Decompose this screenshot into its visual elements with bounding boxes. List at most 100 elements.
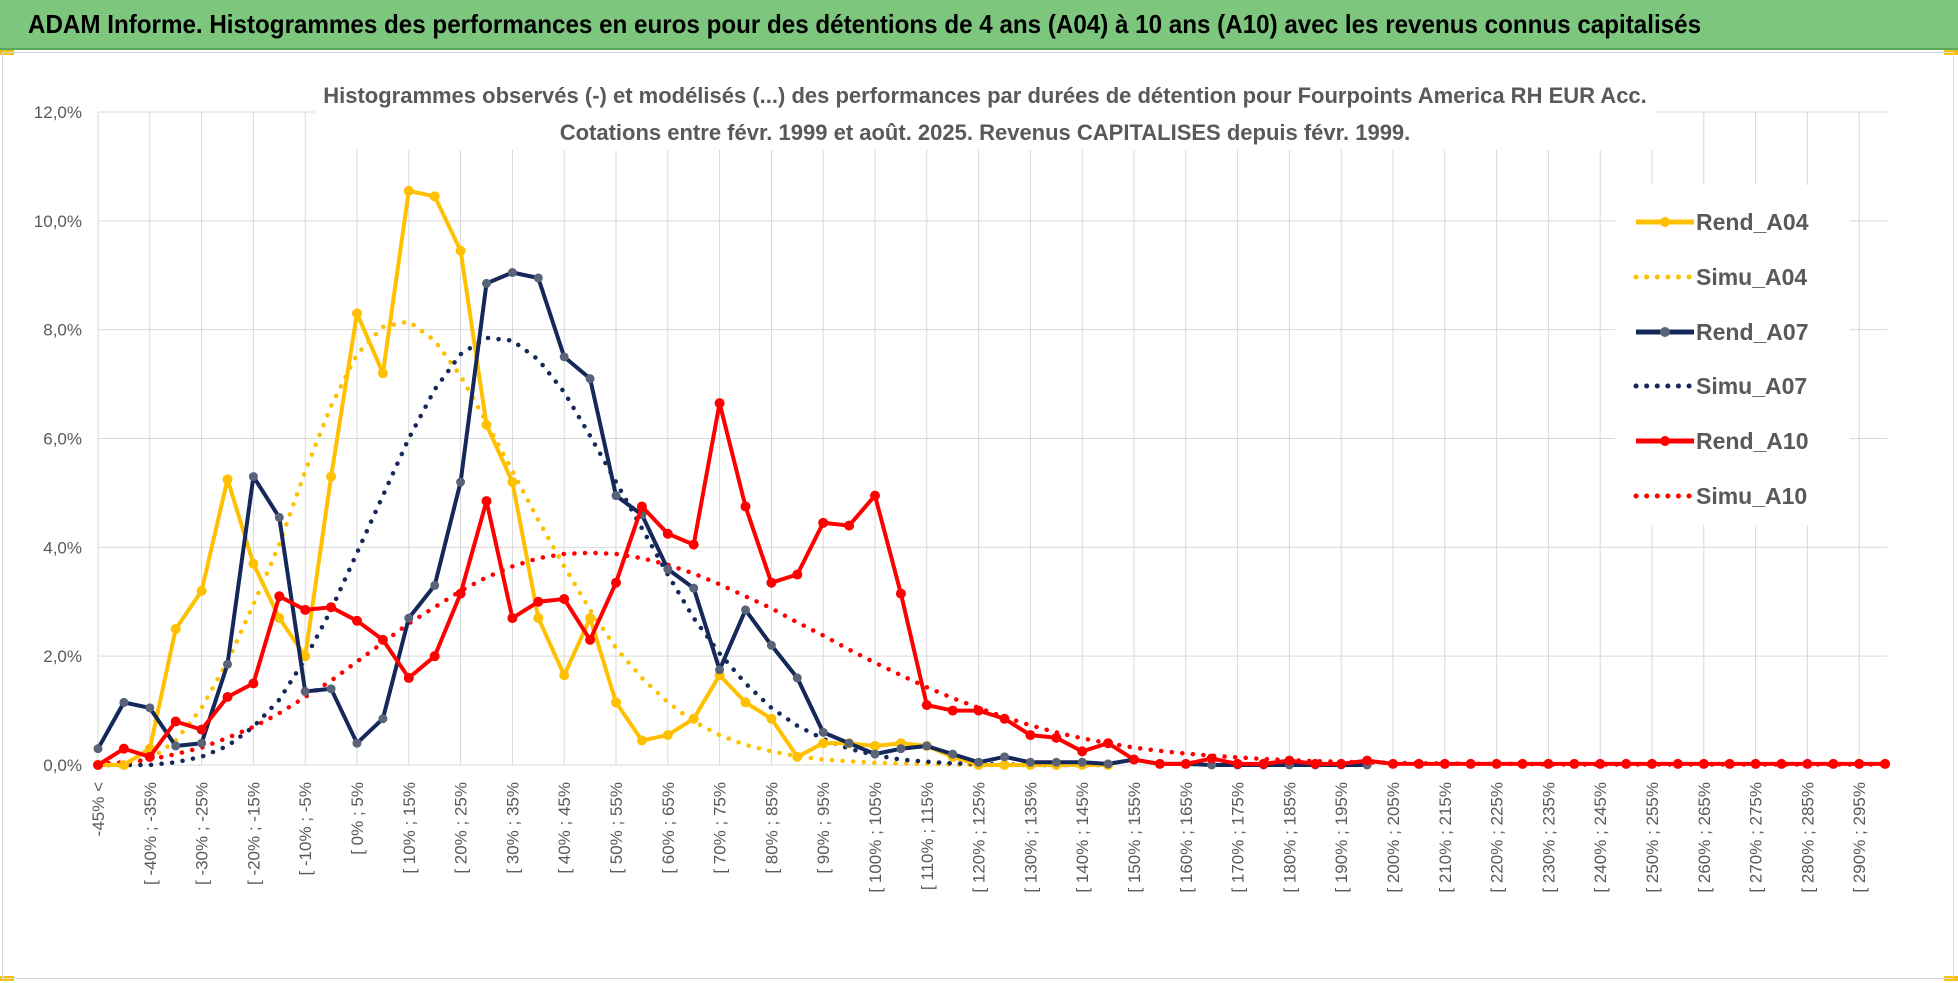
data-point <box>1025 730 1036 741</box>
data-point <box>740 501 751 512</box>
data-point <box>974 757 984 767</box>
data-point <box>144 751 155 762</box>
legend-label: Rend_A07 <box>1696 319 1808 345</box>
series-Simu_A07 <box>95 335 1111 768</box>
x-tick-label: [ 100% ; 105% <box>866 782 885 893</box>
data-point <box>1595 758 1606 769</box>
y-tick-label: 6,0% <box>43 430 82 449</box>
legend-item-Rend_A07: Rend_A07 <box>1636 319 1808 345</box>
data-point <box>507 613 518 624</box>
legend-item-Simu_A07: Simu_A07 <box>1633 373 1807 399</box>
x-tick-label: [ 130% ; 135% <box>1021 782 1040 893</box>
data-point <box>818 517 829 528</box>
x-axis-ticks: -45% < [ -40% ; -35% [ -30% ; -25% [ -20% ;… <box>89 782 1869 893</box>
data-point <box>1491 758 1502 769</box>
x-tick-label: [ 20% ; 25% <box>452 782 471 874</box>
data-point <box>455 588 466 599</box>
data-point <box>274 591 285 602</box>
series-line-Rend_A10 <box>96 401 1886 767</box>
data-point <box>533 596 544 607</box>
data-point <box>1465 758 1476 769</box>
data-point <box>403 672 414 683</box>
x-tick-label: [ 120% ; 125% <box>970 782 989 893</box>
data-point <box>248 472 258 482</box>
data-point <box>482 278 491 288</box>
data-point <box>248 678 259 689</box>
x-tick-label: [ 260% ; 265% <box>1695 782 1714 893</box>
data-point <box>300 604 311 615</box>
x-tick-label: [ 30% ; 35% <box>503 782 522 874</box>
header-banner: ADAM Informe. Histogrammes des performan… <box>0 0 1958 50</box>
data-point <box>197 738 207 748</box>
data-point <box>1077 746 1088 757</box>
data-point <box>507 268 517 278</box>
x-tick-label: [ -30% ; -25% <box>193 782 212 885</box>
data-point <box>1621 758 1632 769</box>
data-point <box>559 670 570 681</box>
data-point <box>611 697 621 708</box>
legend-background <box>1615 185 1850 525</box>
data-point <box>274 512 284 522</box>
data-point <box>481 496 492 507</box>
data-point <box>118 743 129 754</box>
legend-label: Rend_A10 <box>1696 428 1808 454</box>
legend-marker <box>1660 327 1670 337</box>
data-point <box>403 185 414 196</box>
x-tick-label: [ -10% ; -5% <box>296 782 315 876</box>
x-tick-label: [ 10% ; 15% <box>400 782 419 874</box>
x-tick-label: [ 170% ; 175% <box>1229 782 1248 893</box>
data-point <box>1258 758 1269 769</box>
x-tick-label: [ 190% ; 195% <box>1332 782 1351 893</box>
data-point <box>171 741 181 751</box>
x-tick-label: [ 210% ; 215% <box>1436 782 1455 893</box>
data-point <box>1828 758 1839 769</box>
data-point <box>1103 759 1113 769</box>
data-point <box>1284 755 1295 766</box>
y-axis-ticks: 0,0% 2,0% 4,0% 6,0% 8,0% 10,0% 12,0% <box>34 103 82 775</box>
data-point <box>1802 758 1813 769</box>
data-point <box>170 716 181 727</box>
data-point <box>714 398 725 409</box>
legend-item-Simu_A04: Simu_A04 <box>1633 264 1807 290</box>
data-point <box>170 623 181 634</box>
data-point <box>948 749 958 759</box>
legend-item-Rend_A04: Rend_A04 <box>1636 209 1809 235</box>
data-point <box>1854 758 1865 769</box>
data-point <box>1025 757 1035 767</box>
data-point <box>636 501 647 512</box>
data-point <box>1388 758 1398 769</box>
data-point <box>326 471 337 482</box>
data-point <box>481 419 492 430</box>
data-point <box>1077 757 1087 767</box>
data-point <box>352 738 362 748</box>
data-point <box>818 727 828 737</box>
data-point <box>248 558 259 569</box>
data-point <box>611 491 621 501</box>
data-point <box>1698 758 1709 769</box>
x-tick-label: [ 140% ; 145% <box>1073 782 1092 893</box>
data-point <box>1776 758 1787 769</box>
x-tick-label: [ 250% ; 255% <box>1643 782 1662 893</box>
title-background <box>315 78 1655 150</box>
data-point <box>689 583 699 593</box>
data-point <box>326 602 337 613</box>
data-point <box>973 705 984 716</box>
x-tick-label: -45% < <box>89 782 108 836</box>
x-tick-label: [ 110% ; 115% <box>918 782 937 890</box>
data-point <box>1103 738 1114 749</box>
data-point <box>456 477 466 487</box>
x-tick-label: [ 280% ; 285% <box>1798 782 1817 893</box>
data-point <box>766 713 777 724</box>
data-point <box>1232 758 1243 769</box>
legend-item-Rend_A10: Rend_A10 <box>1636 428 1808 454</box>
series-Rend_A10 <box>93 398 1891 770</box>
data-point <box>93 744 103 754</box>
data-point <box>999 760 1010 770</box>
data-point <box>533 613 544 624</box>
data-point <box>507 477 518 488</box>
x-tick-label: [ 270% ; 275% <box>1747 782 1766 893</box>
data-point <box>818 738 829 749</box>
data-point <box>662 730 673 741</box>
data-point <box>844 738 854 748</box>
data-point <box>715 665 725 675</box>
